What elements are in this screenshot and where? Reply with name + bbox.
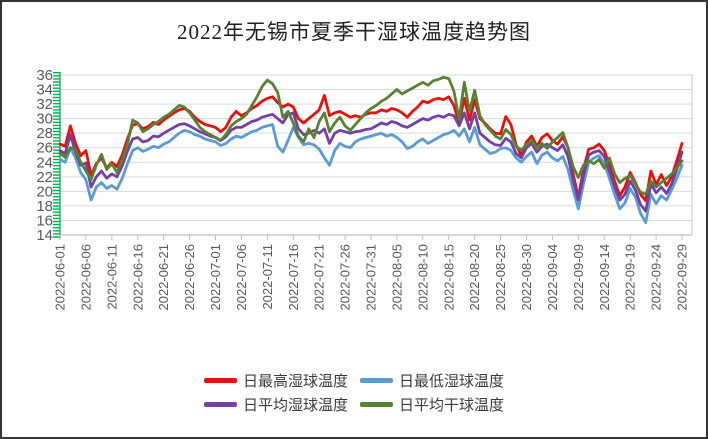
svg-text:2022-07-26: 2022-07-26 <box>338 244 353 311</box>
svg-text:2022-08-05: 2022-08-05 <box>389 244 404 311</box>
legend-row-2: 日平均湿球温度 日平均干球温度 <box>203 394 504 415</box>
svg-text:2022-08-15: 2022-08-15 <box>441 244 456 311</box>
svg-text:30: 30 <box>36 111 53 128</box>
legend-label: 日平均湿球温度 <box>242 398 348 414</box>
svg-text:2022-09-14: 2022-09-14 <box>597 244 612 311</box>
svg-text:2022-07-11: 2022-07-11 <box>260 244 275 310</box>
line-swatch-green <box>360 402 393 407</box>
svg-text:2022-06-11: 2022-06-11 <box>104 244 119 310</box>
chart-legend: 日最高湿球温度 日最低湿球温度 日平均湿球温度 日平均干球温度 <box>2 370 706 415</box>
legend-label: 日最高湿球温度 <box>242 374 348 390</box>
svg-text:16: 16 <box>36 212 53 229</box>
series-line-日最低湿球温度 <box>58 123 684 225</box>
svg-text:2022-08-20: 2022-08-20 <box>467 244 482 311</box>
svg-text:2022-08-30: 2022-08-30 <box>519 244 534 311</box>
legend-item-max-wet-bulb: 日最高湿球温度 <box>203 370 348 391</box>
line-swatch-red <box>203 378 237 383</box>
legend-label: 日平均干球温度 <box>399 398 505 414</box>
svg-text:2022-09-04: 2022-09-04 <box>545 244 560 311</box>
legend-item-min-wet-bulb: 日最低湿球温度 <box>360 370 504 391</box>
svg-text:2022-07-06: 2022-07-06 <box>234 244 249 310</box>
svg-text:18: 18 <box>36 198 53 215</box>
svg-text:22: 22 <box>36 169 53 186</box>
series-line-日平均干球温度 <box>58 75 684 196</box>
svg-text:2022-06-26: 2022-06-26 <box>182 244 197 311</box>
svg-text:2022-08-25: 2022-08-25 <box>493 244 508 311</box>
svg-text:2022-06-16: 2022-06-16 <box>130 244 145 311</box>
legend-row-1: 日最高湿球温度 日最低湿球温度 <box>203 370 504 391</box>
svg-text:2022-09-24: 2022-09-24 <box>649 244 664 311</box>
series-line-日平均湿球温度 <box>58 111 684 213</box>
svg-text:2022-06-06: 2022-06-06 <box>78 244 93 311</box>
line-swatch-purple <box>203 402 237 407</box>
chart-title: 2022年无锡市夏季干湿球温度趋势图 <box>177 20 531 44</box>
svg-text:2022-06-01: 2022-06-01 <box>53 244 68 311</box>
svg-text:2022-07-01: 2022-07-01 <box>208 244 223 311</box>
svg-text:2022-06-21: 2022-06-21 <box>156 244 171 311</box>
svg-text:2022-08-10: 2022-08-10 <box>415 244 430 311</box>
svg-text:2022-09-29: 2022-09-29 <box>675 244 690 311</box>
svg-text:20: 20 <box>36 183 53 200</box>
svg-text:28: 28 <box>36 125 53 142</box>
svg-text:34: 34 <box>36 82 53 99</box>
svg-text:36: 36 <box>36 67 53 84</box>
legend-item-avg-dry-bulb: 日平均干球温度 <box>360 394 504 415</box>
svg-text:26: 26 <box>36 140 53 157</box>
svg-text:2022-07-31: 2022-07-31 <box>364 244 379 311</box>
x-axis-labels: 2022-06-01 2022-06-06 2022-06-11 2022-06-16… <box>53 235 690 311</box>
legend-label: 日最低湿球温度 <box>399 374 505 390</box>
svg-text:2022-09-19: 2022-09-19 <box>623 244 638 311</box>
svg-text:14: 14 <box>36 227 53 244</box>
svg-text:2022-09-09: 2022-09-09 <box>571 244 586 311</box>
line-swatch-blue <box>360 378 393 383</box>
legend-item-avg-wet-bulb: 日平均湿球温度 <box>203 394 348 415</box>
svg-text:2022-07-21: 2022-07-21 <box>312 244 327 311</box>
svg-text:2022-07-16: 2022-07-16 <box>286 244 301 311</box>
svg-text:32: 32 <box>36 96 53 113</box>
svg-text:24: 24 <box>36 154 53 171</box>
